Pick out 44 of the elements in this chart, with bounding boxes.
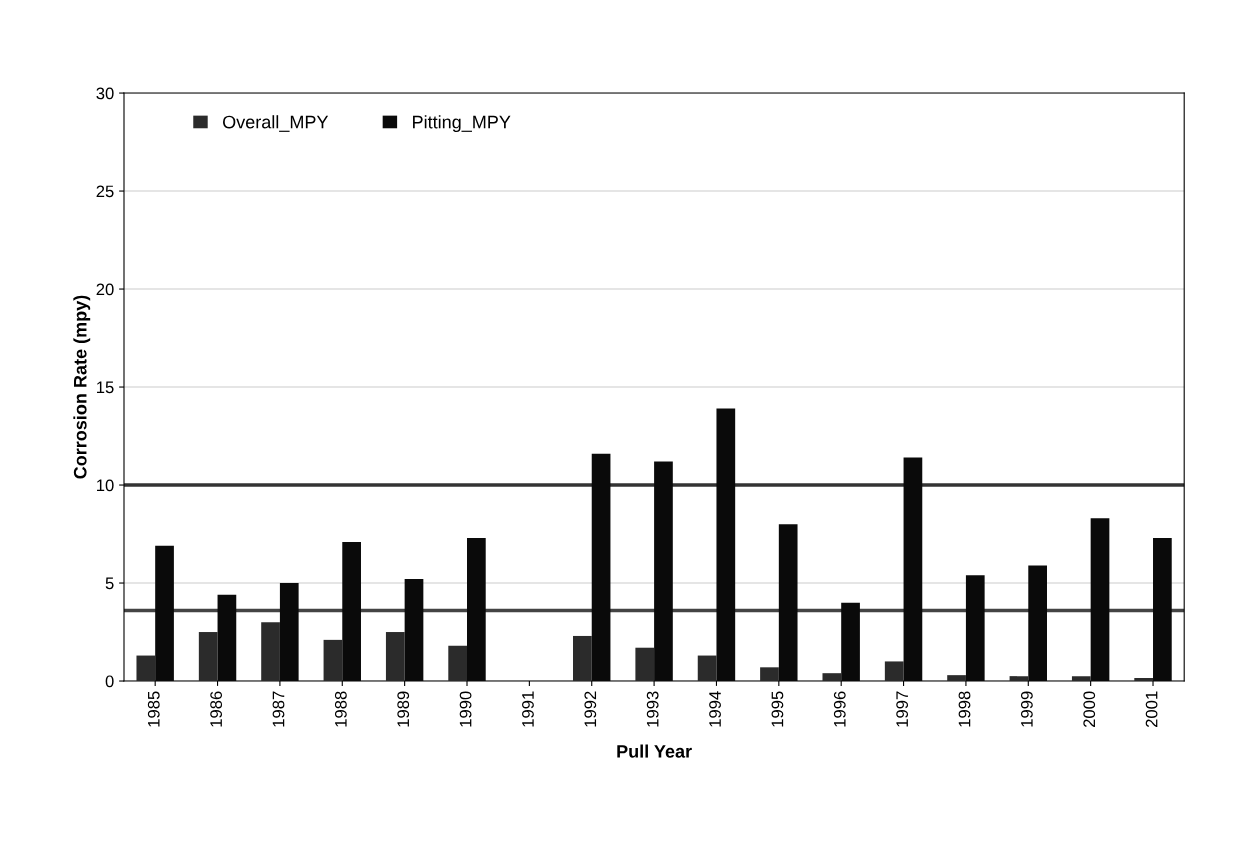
x-tick-label: 2000: [1083, 691, 1096, 727]
x-tick-label: 1990: [459, 691, 472, 727]
x-tick-label: 1985: [147, 691, 160, 727]
x-tick-label: 1986: [210, 691, 223, 727]
bar: [760, 667, 779, 682]
x-tick-label: 1996: [833, 691, 846, 727]
bar: [1071, 676, 1091, 682]
y-tick-label: 20: [96, 283, 114, 296]
x-axis-title: Pull Year: [617, 744, 692, 758]
x-tick-label: 1999: [1020, 691, 1033, 727]
y-tick-label: 25: [96, 185, 114, 198]
legend-label: Pitting_MPY: [413, 115, 511, 133]
bar: [198, 632, 218, 682]
bar: [448, 645, 468, 682]
y-tick-label: 30: [96, 87, 114, 100]
bar: [323, 639, 343, 682]
y-tick-label: 0: [105, 675, 114, 688]
x-tick-label: 1993: [646, 691, 659, 727]
bar: [573, 635, 592, 682]
x-tick-label: 1997: [896, 691, 909, 727]
y-tick-label: 5: [105, 577, 114, 590]
bar: [1009, 676, 1029, 682]
y-axis-title: Corrosion Rate (mpy): [73, 295, 91, 479]
x-tick-label: 1987: [272, 691, 285, 727]
x-tick-label: 1991: [522, 691, 534, 727]
x-tick-label: 1992: [584, 691, 597, 727]
x-tick-label: 1998: [958, 691, 971, 727]
bar: [697, 655, 717, 682]
x-tick-label: 1989: [397, 691, 410, 727]
y-tick-label: 15: [97, 381, 114, 394]
x-tick-label: 1988: [334, 691, 347, 727]
bar: [136, 655, 156, 682]
bar: [261, 622, 280, 682]
x-tick-label: 1995: [771, 691, 784, 727]
bar: [884, 661, 904, 682]
bar: [635, 647, 655, 682]
bar: [385, 632, 405, 682]
x-tick-label: 2001: [1145, 691, 1158, 727]
y-tick-label: 10: [97, 479, 114, 492]
legend-label: Overall_MPY: [223, 115, 329, 132]
x-tick-label: 1994: [709, 691, 721, 727]
bar: [947, 675, 966, 682]
bar: [822, 673, 842, 682]
bar: [1134, 678, 1154, 682]
